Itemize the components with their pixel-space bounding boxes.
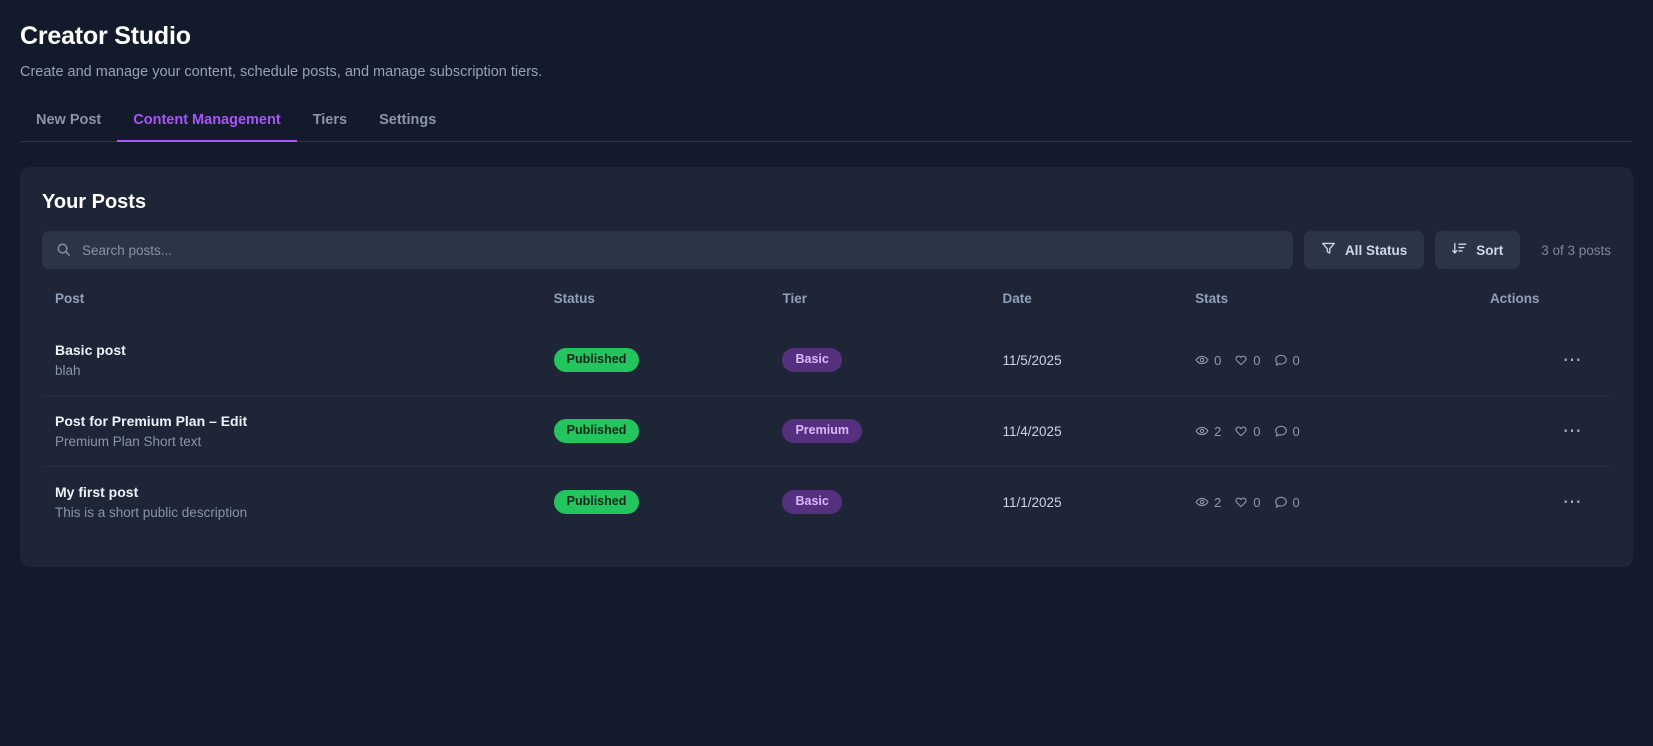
post-description: This is a short public description (55, 505, 248, 520)
tier-badge: Premium (782, 419, 862, 443)
tab-tiers[interactable]: Tiers (312, 112, 348, 128)
views-stat: 2 (1195, 424, 1221, 439)
column-header-stats: Stats (1195, 291, 1229, 306)
stats-cell: 2 0 (1195, 466, 1490, 537)
page-title: Creator Studio (20, 22, 191, 50)
tier-badge: Basic (782, 490, 842, 514)
post-title: Post for Premium Plan – Edit (55, 413, 248, 429)
comments-stat: 0 (1274, 353, 1300, 368)
actions-cell: ⋯ (1489, 395, 1611, 467)
card-title: Your Posts (42, 191, 147, 213)
status-badge: Published (553, 348, 640, 372)
posts-count-text: 3 of 3 posts (1541, 242, 1611, 258)
views-count: 0 (1214, 352, 1222, 368)
posts-toolbar: All Status Sort 3 of 3 posts (42, 231, 1611, 269)
date-cell: 11/4/2025 (1002, 395, 1196, 467)
ellipsis-horizontal-icon[interactable]: ⋯ (1557, 491, 1590, 514)
likes-stat: 0 (1234, 352, 1261, 368)
table-row[interactable]: Basic post blah Published Basic 11/5/202… (42, 325, 1611, 396)
column-header-status: Status (553, 291, 595, 306)
stats-cell: 2 0 (1195, 395, 1490, 467)
comments-stat: 0 (1274, 424, 1300, 439)
tab-content-management[interactable]: Content Management (117, 104, 297, 142)
likes-count: 0 (1253, 494, 1261, 510)
heart-icon (1234, 353, 1248, 367)
tab-bar: New Post Content Management Tiers Settin… (20, 104, 1633, 142)
column-header-actions: Actions (1489, 291, 1540, 306)
column-header-tier: Tier (782, 291, 807, 306)
stats-cell: 0 0 (1195, 325, 1490, 396)
table-row[interactable]: Post for Premium Plan – Edit Premium Pla… (42, 395, 1611, 467)
likes-stat: 0 (1234, 423, 1261, 439)
sort-descending-icon (1452, 241, 1467, 259)
posts-table-header-row: Post Status Tier Date Stats Actions (42, 291, 1611, 325)
ellipsis-horizontal-icon[interactable]: ⋯ (1557, 420, 1590, 443)
tier-badge: Basic (782, 348, 842, 372)
post-cell: Basic post blah (42, 325, 554, 396)
likes-count: 0 (1253, 352, 1261, 368)
tier-cell: Basic (782, 325, 1002, 396)
post-cell: Post for Premium Plan – Edit Premium Pla… (42, 395, 554, 467)
likes-count: 0 (1253, 423, 1261, 439)
likes-stat: 0 (1234, 494, 1261, 510)
tier-cell: Premium (782, 395, 1003, 467)
actions-cell: ⋯ (1489, 466, 1611, 537)
column-header-date: Date (1002, 291, 1032, 306)
post-title: My first post (55, 484, 139, 500)
eye-icon (1195, 424, 1209, 438)
comment-bubble-icon (1274, 495, 1288, 509)
post-description: blah (55, 363, 81, 378)
search-field-wrapper (42, 231, 1293, 269)
post-description: Premium Plan Short text (55, 434, 202, 449)
date-cell: 11/5/2025 (1002, 352, 1062, 368)
your-posts-card: Your Posts All Status (20, 167, 1633, 567)
post-cell: My first post This is a short public des… (42, 466, 554, 537)
status-cell: Published (553, 325, 783, 396)
filter-funnel-icon (1321, 241, 1336, 259)
heart-icon (1234, 424, 1248, 438)
comments-count: 0 (1292, 352, 1300, 368)
tier-cell: Basic (782, 466, 1003, 537)
comment-bubble-icon (1274, 424, 1288, 438)
status-cell: Published (553, 466, 783, 537)
search-input[interactable] (42, 231, 1293, 269)
table-row[interactable]: My first post This is a short public des… (42, 466, 1611, 537)
post-title: Basic post (55, 342, 126, 358)
comments-count: 0 (1292, 494, 1300, 510)
views-stat: 2 (1195, 495, 1221, 510)
status-badge: Published (553, 419, 640, 443)
sort-button[interactable]: Sort (1435, 231, 1521, 269)
eye-icon (1195, 495, 1209, 509)
eye-icon (1195, 353, 1209, 367)
status-cell: Published (553, 395, 783, 467)
date-cell: 11/1/2025 (1002, 466, 1196, 537)
heart-icon (1234, 495, 1248, 509)
views-stat: 0 (1195, 353, 1221, 368)
views-count: 2 (1214, 494, 1222, 510)
comments-count: 0 (1292, 423, 1300, 439)
all-status-filter-label: All Status (1344, 242, 1408, 258)
status-badge: Published (553, 490, 640, 514)
actions-cell: ⋯ (1490, 325, 1611, 396)
tab-new-post[interactable]: New Post (36, 112, 102, 128)
posts-table: Post Status Tier Date Stats Actions Basi… (42, 291, 1611, 537)
page-subtitle: Create and manage your content, schedule… (20, 64, 543, 80)
sort-button-label: Sort (1476, 242, 1504, 258)
column-header-post: Post (55, 291, 85, 306)
ellipsis-horizontal-icon[interactable]: ⋯ (1557, 349, 1590, 372)
views-count: 2 (1214, 423, 1222, 439)
tab-settings[interactable]: Settings (379, 112, 437, 128)
all-status-filter-button[interactable]: All Status (1303, 231, 1425, 269)
comments-stat: 0 (1274, 495, 1300, 510)
comment-bubble-icon (1274, 353, 1288, 367)
